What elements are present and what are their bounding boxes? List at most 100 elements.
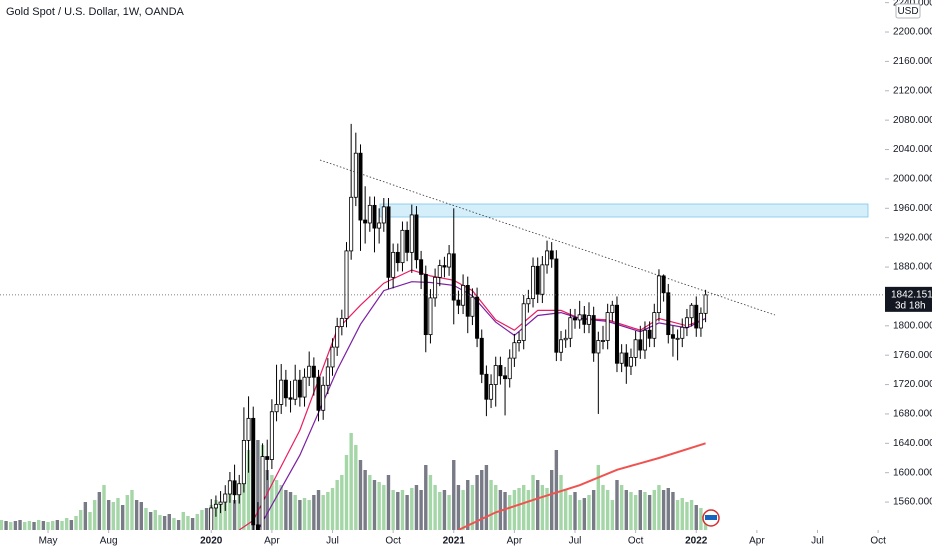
volume-bar	[363, 470, 367, 530]
candle-body	[293, 379, 298, 400]
volume-bar	[172, 518, 176, 530]
y-tick-label: 1640.000	[893, 438, 932, 449]
volume-bar	[46, 522, 50, 530]
volume-bar	[293, 495, 297, 530]
volume-bar	[647, 495, 652, 530]
volume-bar	[554, 450, 559, 530]
volume-bar	[78, 510, 83, 530]
candle-body	[353, 152, 358, 198]
volume-bar	[619, 485, 624, 530]
candle-body	[447, 253, 452, 268]
candle-body	[419, 259, 424, 275]
candle-body	[521, 303, 526, 341]
candle-body	[642, 329, 647, 351]
volume-bar	[522, 485, 526, 530]
candle-body	[549, 250, 554, 260]
candle-body	[614, 304, 619, 364]
y-tick-label: 2040.000	[893, 144, 932, 155]
volume-bar	[661, 490, 666, 530]
candle-body	[255, 524, 260, 530]
candle-body	[414, 214, 419, 261]
volume-bar	[270, 475, 274, 530]
volume-bar	[405, 495, 409, 530]
candle-body	[363, 219, 368, 224]
chart-title: Gold Spot / U.S. Dollar, 1W, OANDA	[6, 6, 185, 18]
candle-body	[437, 265, 442, 278]
candle-body	[297, 379, 302, 398]
volume-bar	[526, 490, 531, 530]
last-price-box	[885, 286, 932, 312]
volume-bar	[344, 455, 349, 530]
volume-bar	[461, 490, 465, 530]
volume-bar	[596, 465, 601, 530]
volume-bar	[181, 512, 185, 530]
volume-bar	[274, 480, 279, 530]
candle-body	[283, 379, 288, 399]
candle-body	[507, 357, 512, 380]
volume-bar	[573, 492, 577, 530]
volume-bar	[288, 492, 293, 530]
candle-body	[442, 265, 447, 268]
y-tick-label: 1720.000	[893, 379, 932, 390]
volume-bar	[256, 440, 260, 530]
candle-body	[680, 326, 685, 339]
volume-bar	[428, 475, 433, 530]
candle-body	[428, 297, 433, 336]
x-tick-label: Apr	[507, 536, 523, 547]
volume-bar	[102, 485, 106, 530]
candle-body	[484, 373, 489, 400]
volume-bar	[694, 505, 698, 530]
candle-body	[307, 365, 312, 378]
volume-bar	[74, 516, 78, 530]
candle-body	[391, 251, 396, 278]
volume-bar	[699, 508, 703, 530]
y-tick-label: 2000.000	[893, 174, 932, 185]
volume-bar	[652, 490, 656, 530]
candle-body	[218, 501, 223, 505]
volume-bar	[643, 492, 647, 530]
candle-body	[694, 304, 699, 329]
volume-bar	[167, 514, 171, 530]
volume-bar	[354, 445, 358, 530]
candle-body	[409, 214, 414, 253]
volume-bar	[517, 488, 521, 530]
volume-bar	[60, 521, 64, 530]
volume-bar	[50, 521, 55, 530]
volume-bar	[358, 460, 363, 530]
volume-bar	[540, 485, 545, 530]
moving-average	[457, 442, 706, 530]
volume-bar	[419, 490, 423, 530]
y-tick-label: 1920.000	[893, 232, 932, 243]
y-tick-label: 1680.000	[893, 409, 932, 420]
volume-bar	[134, 500, 139, 530]
x-tick-label: Jul	[326, 536, 339, 547]
volume-bar	[466, 480, 470, 530]
candle-body	[470, 296, 475, 317]
candle-body	[386, 206, 391, 278]
volume-bar	[410, 488, 414, 530]
candle-body	[568, 317, 573, 339]
x-tick-label: 2021	[443, 536, 466, 547]
volume-bar	[587, 495, 591, 530]
candle-body	[339, 318, 344, 327]
candle-body	[433, 276, 438, 299]
volume-bar	[372, 480, 377, 530]
candle-body	[638, 339, 643, 351]
candle-body	[246, 417, 251, 441]
x-tick-label: Jul	[811, 536, 824, 547]
candle-body	[619, 352, 624, 364]
candle-body	[344, 250, 349, 319]
volume-bar	[284, 490, 288, 530]
candle-body	[325, 366, 330, 386]
candle-body	[675, 337, 680, 340]
volume-bar	[186, 516, 190, 530]
volume-bar	[0, 520, 4, 530]
volume-bar	[563, 490, 568, 530]
candle-body	[498, 365, 503, 377]
volume-bar	[615, 480, 619, 530]
y-tick-label: 1600.000	[893, 467, 932, 478]
candle-body	[493, 365, 498, 385]
volume-bar	[456, 485, 461, 530]
volume-bar	[475, 475, 479, 530]
